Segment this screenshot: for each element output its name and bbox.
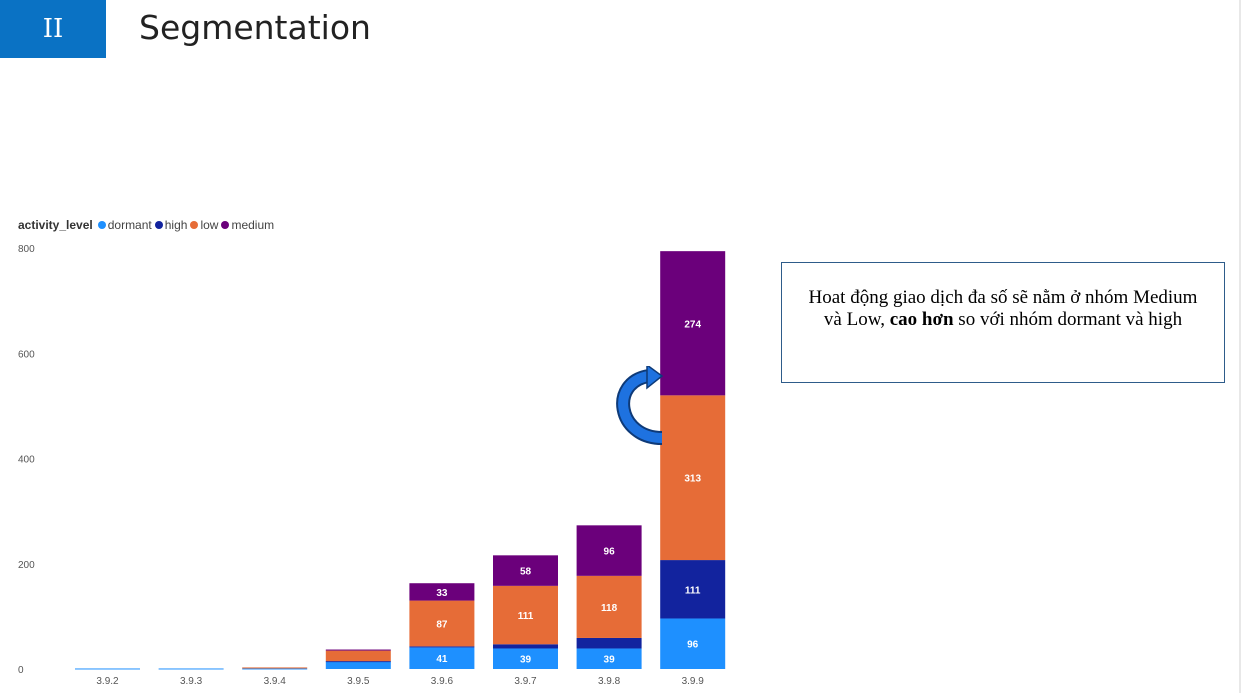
x-tick-label: 3.9.6 xyxy=(431,676,454,687)
bar-segment-dormant[interactable] xyxy=(493,648,558,669)
x-tick-label: 3.9.8 xyxy=(598,676,621,687)
bar-segment-dormant[interactable] xyxy=(660,618,726,669)
data-label: 87 xyxy=(436,619,448,630)
bar-segment-low[interactable] xyxy=(493,585,558,645)
legend-label-medium: medium xyxy=(231,218,275,232)
bar-segment-medium[interactable] xyxy=(493,555,558,586)
legend-item-low[interactable]: low xyxy=(190,218,218,232)
data-label: 111 xyxy=(685,585,701,596)
bar-segment-dormant[interactable] xyxy=(75,668,140,670)
bar-segment-high[interactable] xyxy=(325,661,391,663)
data-label: 96 xyxy=(604,547,616,558)
bar-segment-medium[interactable] xyxy=(660,251,726,396)
legend-title: activity_level xyxy=(18,218,93,232)
bar-segment-low[interactable] xyxy=(409,600,475,647)
x-tick-label: 3.9.2 xyxy=(96,676,119,687)
curved-arrow-icon xyxy=(616,366,664,445)
data-label: 313 xyxy=(684,474,701,485)
bar-segment-dormant[interactable] xyxy=(158,668,224,670)
bar-segment-medium[interactable] xyxy=(409,583,475,601)
y-tick-label: 600 xyxy=(18,349,35,360)
bar-segment-low[interactable] xyxy=(325,650,391,662)
legend-dot-medium xyxy=(221,221,230,229)
data-label: 41 xyxy=(436,654,448,665)
stacked-bar-chart: 0 200 400 600 800 3.9.2 3.9.3 3.9.4 3.9.5 41 87 33 3… xyxy=(18,244,726,687)
section-number: II xyxy=(42,14,64,44)
callout-text: Hoat động giao dịch đa số sẽ nằm ở nhóm … xyxy=(782,287,1224,331)
bar-segment-high[interactable] xyxy=(576,637,642,649)
insight-callout: Hoat động giao dịch đa số sẽ nằm ở nhóm … xyxy=(781,262,1225,383)
legend-label-low: low xyxy=(200,218,219,232)
chart-legend: activity_level dormant high low medium xyxy=(18,217,277,233)
bar-segment-low[interactable] xyxy=(242,667,308,669)
bar-segment-high[interactable] xyxy=(409,646,475,648)
bar-segment-dormant[interactable] xyxy=(576,648,642,669)
page-title: Segmentation xyxy=(139,8,371,47)
y-tick-label: 200 xyxy=(18,560,35,571)
legend-item-high[interactable]: high xyxy=(154,218,188,232)
data-label: 118 xyxy=(601,603,618,614)
callout-text-before: Hoat động giao dịch đa số sẽ nằm ở nhóm … xyxy=(808,287,1198,330)
x-tick-label: 3.9.3 xyxy=(180,676,203,687)
bar-segment-medium[interactable] xyxy=(325,649,391,651)
bar-segment-dormant[interactable] xyxy=(242,668,308,670)
data-label: 39 xyxy=(604,655,616,666)
bar-segment-dormant[interactable] xyxy=(325,661,391,669)
legend-dot-low xyxy=(190,221,199,229)
bar-segment-low[interactable] xyxy=(660,395,726,561)
y-tick-label: 400 xyxy=(18,455,35,466)
x-tick-label: 3.9.9 xyxy=(682,676,705,687)
legend-dot-high xyxy=(154,221,163,229)
data-label: 33 xyxy=(436,588,448,599)
data-label: 111 xyxy=(518,611,534,622)
data-label: 274 xyxy=(684,319,701,330)
bar-segment-medium[interactable] xyxy=(576,525,642,576)
legend-dot-dormant xyxy=(97,221,106,229)
legend-item-medium[interactable]: medium xyxy=(221,218,274,232)
data-label: 58 xyxy=(520,567,532,578)
bar-segment-high[interactable] xyxy=(660,560,726,619)
x-tick-label: 3.9.4 xyxy=(264,676,287,687)
x-tick-label: 3.9.7 xyxy=(514,676,537,687)
bar-segment-dormant[interactable] xyxy=(409,647,475,669)
legend-label-high: high xyxy=(164,218,188,232)
callout-text-bold: cao hơn xyxy=(889,309,954,330)
legend-item-dormant[interactable]: dormant xyxy=(97,218,152,232)
data-label: 39 xyxy=(520,655,532,666)
bar-segment-low[interactable] xyxy=(576,575,642,638)
x-tick-label: 3.9.5 xyxy=(347,676,370,687)
section-number-badge: II xyxy=(0,0,106,58)
data-label: 96 xyxy=(687,640,699,651)
slide-edge xyxy=(1239,0,1241,693)
callout-text-after: so với nhóm dormant và high xyxy=(953,309,1183,330)
bar-segment-high[interactable] xyxy=(493,644,558,649)
legend-label-dormant: dormant xyxy=(107,218,152,232)
y-tick-label: 800 xyxy=(18,244,35,255)
y-tick-label: 0 xyxy=(18,665,24,676)
